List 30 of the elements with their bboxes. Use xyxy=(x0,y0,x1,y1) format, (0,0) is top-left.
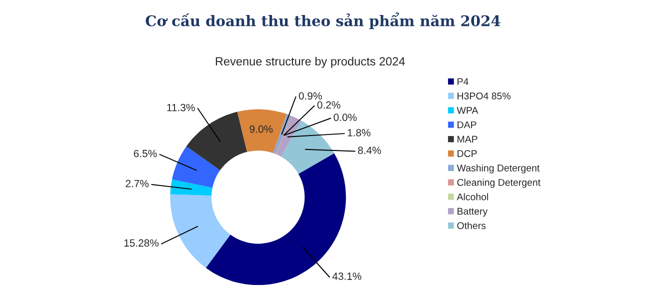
data-label: 0.9% xyxy=(298,92,322,100)
donut-slice xyxy=(281,120,334,174)
data-label: 43.1% xyxy=(332,272,362,280)
data-label: 15.28% xyxy=(124,239,159,247)
legend-label: Battery xyxy=(458,208,488,217)
donut-slice xyxy=(237,109,287,154)
legend-label: DCP xyxy=(458,150,477,158)
data-label: 11.3% xyxy=(167,104,195,112)
legend-label: Others xyxy=(457,222,486,230)
data-label: 2.7% xyxy=(126,180,149,188)
legend-label: H3PO4 85% xyxy=(458,92,510,100)
text: 0.0% xyxy=(334,114,357,122)
data-label: 8.4% xyxy=(358,146,381,154)
donut-slice xyxy=(170,179,212,196)
legend-label: MAP xyxy=(458,136,478,143)
data-label: 1.8% xyxy=(348,128,370,136)
donut-slice xyxy=(186,112,248,170)
donut-slice xyxy=(172,146,220,188)
chart-title: Cơ cấu doanh thu theo sản phẩm năm 2024 xyxy=(146,12,500,30)
donut-slice xyxy=(170,194,230,268)
data-label: 9.0% xyxy=(250,125,273,133)
data-label: 0.2% xyxy=(317,101,340,109)
data-label: 6.5% xyxy=(134,150,157,158)
legend-label: Cleaning Detergent xyxy=(457,178,540,188)
legend-label: WPA xyxy=(456,107,478,114)
legend-label: Washing Detergent xyxy=(456,164,540,174)
legend-label: DAP xyxy=(458,121,476,128)
chart-subtitle: Revenue structure by products 2024 xyxy=(216,56,405,68)
legend-label: P4 xyxy=(458,78,468,85)
legend-label: Alcohol xyxy=(456,193,488,200)
